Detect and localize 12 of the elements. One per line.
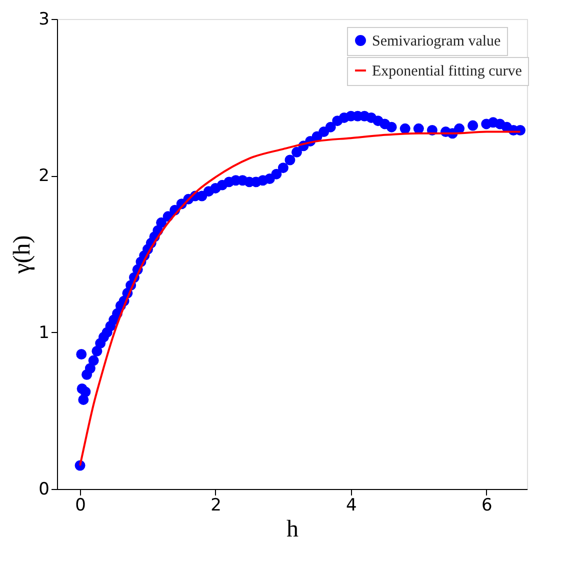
- y-tick-label: 1: [38, 322, 50, 343]
- x-axis-title: h: [286, 516, 298, 542]
- x-tick-label: 0: [75, 496, 86, 516]
- y-axis-title: γ(h): [10, 235, 36, 275]
- y-tick-label: 3: [38, 10, 50, 30]
- y-tick-label: 0: [38, 480, 50, 500]
- x-tick-label: 6: [481, 496, 492, 516]
- x-tick-label: 2: [210, 496, 222, 516]
- legend-label: Semivariogram value: [372, 34, 502, 50]
- x-tick-label: 4: [346, 496, 357, 516]
- y-tick-label: 2: [38, 166, 50, 186]
- legend-label: Exponential fitting curve: [372, 64, 522, 80]
